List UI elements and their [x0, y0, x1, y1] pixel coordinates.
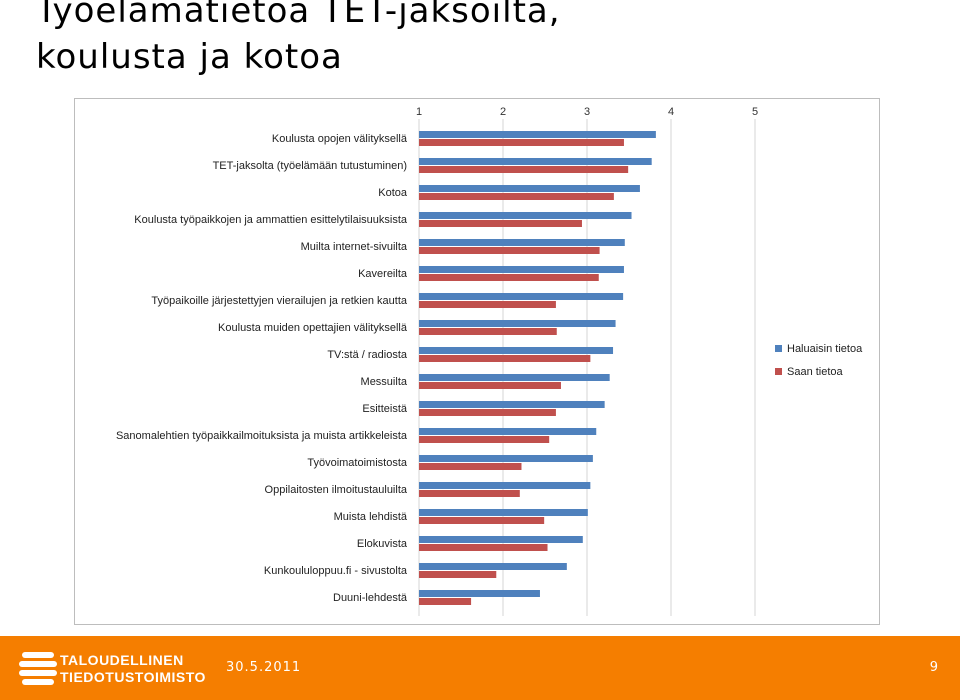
category-label: Koulusta opojen välityksellä	[272, 133, 408, 145]
bar-haluaisin-tietoa	[419, 482, 591, 489]
slide-title-line-2: koulusta ja kotoa	[36, 37, 343, 77]
bar-saan-tietoa	[419, 301, 556, 308]
bar-haluaisin-tietoa	[419, 320, 616, 327]
bar-saan-tietoa	[419, 166, 629, 173]
page-number: 9	[929, 660, 938, 675]
bar-saan-tietoa	[419, 220, 582, 227]
footer-bar: TALOUDELLINEN TIEDOTUSTOIMISTO 30.5.2011…	[0, 636, 960, 700]
slide-title-line-1: Työelämätietoa TET-jaksoilta,	[36, 0, 561, 31]
category-label: Kunkoululoppuu.fi - sivustolta	[264, 565, 408, 577]
bar-chart: 1 2 3 4 5 Koulusta opojen välityksellä TET-jak…	[116, 106, 863, 616]
category-label: Muista lehdistä	[334, 511, 408, 523]
bar-saan-tietoa	[419, 517, 545, 524]
category-label: Muilta internet-sivuilta	[301, 241, 408, 253]
bar-haluaisin-tietoa	[419, 455, 593, 462]
org-name-line-2: TIEDOTUSTOIMISTO	[60, 669, 206, 685]
category-label: Duuni-lehdestä	[333, 592, 408, 604]
bar-haluaisin-tietoa	[419, 266, 624, 273]
bar-haluaisin-tietoa	[419, 185, 640, 192]
category-label: Elokuvista	[357, 538, 408, 550]
bar-haluaisin-tietoa	[419, 590, 540, 597]
bar-saan-tietoa	[419, 598, 472, 605]
legend-label: Saan tietoa	[787, 366, 844, 378]
bar-saan-tietoa	[419, 436, 550, 443]
category-label: TET-jaksolta (työelämään tutustuminen)	[213, 160, 407, 172]
chart-frame: 1 2 3 4 5 Koulusta opojen välityksellä TET-jak…	[74, 98, 880, 625]
category-label: Kavereilta	[358, 268, 408, 280]
bar-haluaisin-tietoa	[419, 374, 610, 381]
category-label: Työpaikoille järjestettyjen vierailujen …	[151, 295, 407, 307]
bar-saan-tietoa	[419, 409, 556, 416]
footer-date: 30.5.2011	[226, 660, 302, 675]
bar-saan-tietoa	[419, 139, 624, 146]
category-label: Oppilaitosten ilmoitustauluilta	[265, 484, 408, 496]
org-name-line-1: TALOUDELLINEN	[60, 652, 184, 668]
bar-haluaisin-tietoa	[419, 131, 656, 138]
category-label: Sanomalehtien työpaikkailmoituksista ja …	[116, 430, 408, 442]
legend-swatch	[775, 368, 782, 375]
bar-saan-tietoa	[419, 463, 522, 470]
bar-haluaisin-tietoa	[419, 212, 632, 219]
category-label: Esitteistä	[362, 403, 408, 415]
bar-haluaisin-tietoa	[419, 536, 583, 543]
bar-haluaisin-tietoa	[419, 158, 652, 165]
legend-label: Haluaisin tietoa	[787, 343, 863, 355]
category-label: Työvoimatoimistosta	[307, 457, 408, 469]
x-tick-label: 1	[416, 106, 422, 118]
bar-saan-tietoa	[419, 274, 599, 281]
bar-saan-tietoa	[419, 382, 561, 389]
globe-stripes-icon	[19, 652, 57, 685]
bar-haluaisin-tietoa	[419, 347, 614, 354]
bar-saan-tietoa	[419, 544, 548, 551]
category-label: TV:stä / radiosta	[327, 349, 408, 361]
category-label: Messuilta	[361, 376, 408, 388]
category-label: Kotoa	[378, 187, 408, 199]
slide-title: Työelämätietoa TET-jaksoilta, koulusta j…	[36, 0, 561, 80]
bar-saan-tietoa	[419, 355, 591, 362]
bar-haluaisin-tietoa	[419, 563, 567, 570]
bar-haluaisin-tietoa	[419, 509, 588, 516]
bar-haluaisin-tietoa	[419, 293, 624, 300]
category-label: Koulusta työpaikkojen ja ammattien esitt…	[134, 214, 408, 226]
x-tick-label: 3	[584, 106, 590, 118]
x-tick-label: 4	[668, 106, 674, 118]
legend-swatch	[775, 345, 782, 352]
bar-haluaisin-tietoa	[419, 239, 625, 246]
bar-haluaisin-tietoa	[419, 428, 597, 435]
x-tick-label: 2	[500, 106, 506, 118]
bar-saan-tietoa	[419, 490, 520, 497]
bar-saan-tietoa	[419, 193, 614, 200]
bar-saan-tietoa	[419, 571, 497, 578]
bar-saan-tietoa	[419, 247, 600, 254]
category-label: Koulusta muiden opettajien välityksellä	[218, 322, 408, 334]
bar-haluaisin-tietoa	[419, 401, 605, 408]
x-tick-label: 5	[752, 106, 758, 118]
bar-saan-tietoa	[419, 328, 557, 335]
